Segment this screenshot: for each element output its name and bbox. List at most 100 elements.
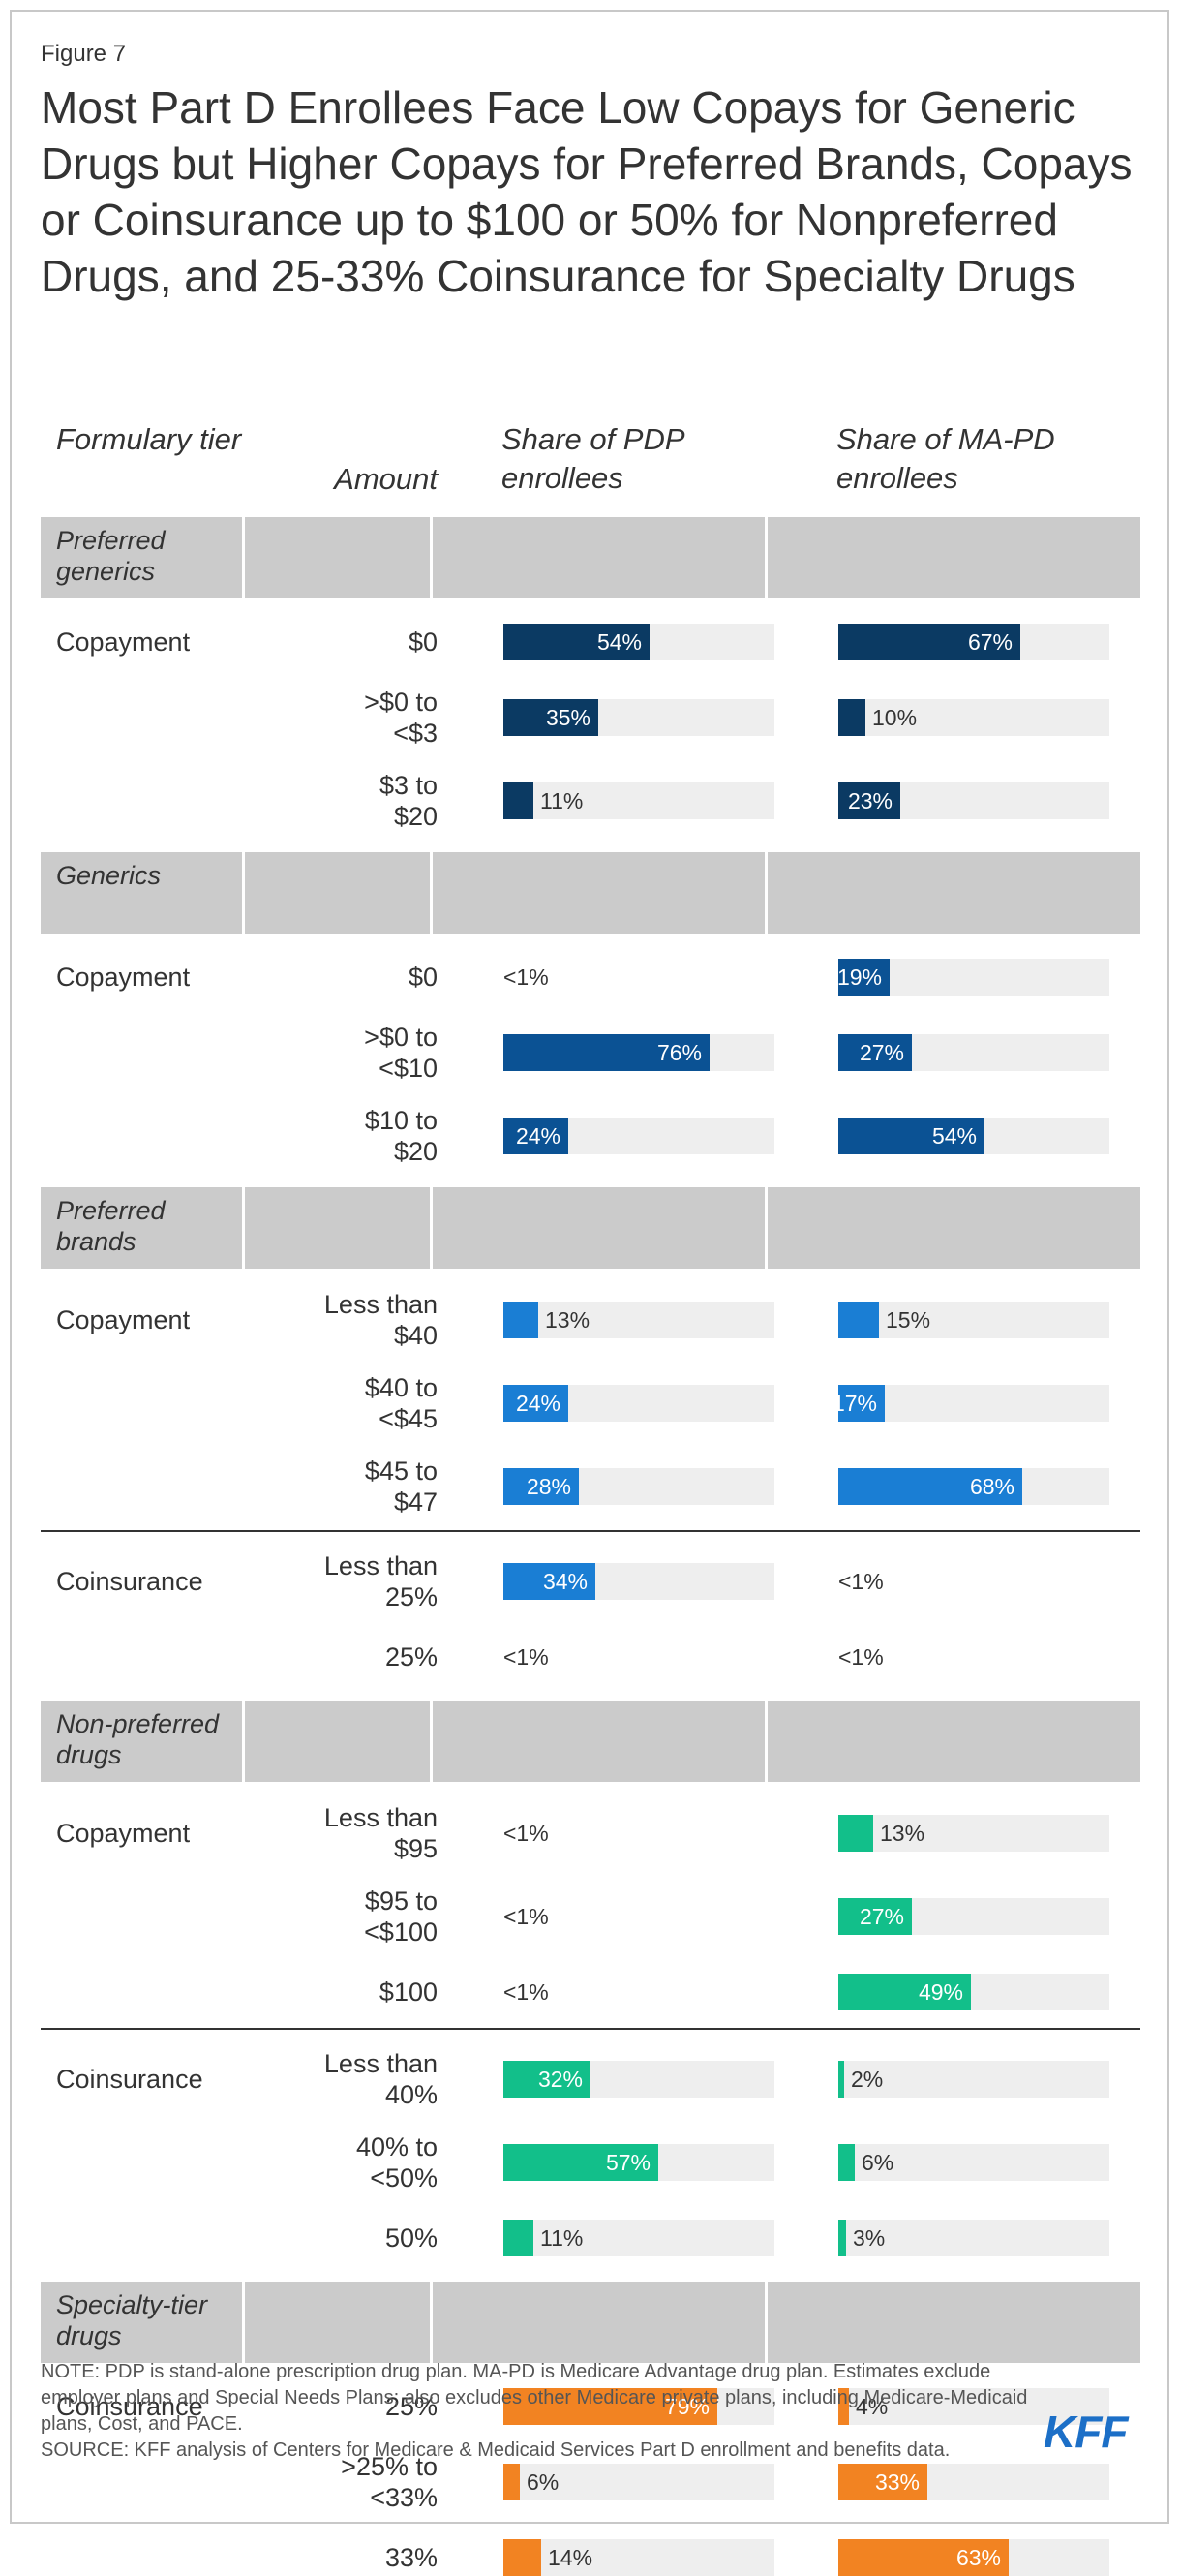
mapd-bar-track: 10% bbox=[838, 699, 1109, 736]
pdp-bar-track: 79% bbox=[503, 2388, 774, 2425]
mapd-bar bbox=[838, 1302, 879, 1338]
mapd-value-label: 27% bbox=[859, 1040, 904, 1065]
pdp-bar-track: 11% bbox=[503, 2220, 774, 2256]
amount-label: 25% bbox=[384, 2392, 438, 2421]
pdp-value-label: <1% bbox=[503, 1979, 549, 2005]
tier-band-specialty-tier-drugs bbox=[41, 2282, 1140, 2363]
mapd-bar bbox=[838, 1385, 885, 1422]
pdp-bar bbox=[503, 2388, 717, 2425]
source-text: SOURCE: KFF analysis of Centers for Medi… bbox=[41, 2439, 951, 2461]
amount-label: $3 to $20 bbox=[379, 771, 438, 831]
mapd-value-label: <1% bbox=[838, 1569, 884, 1594]
mapd-bar bbox=[838, 2464, 927, 2500]
mapd-value-label: 63% bbox=[955, 2545, 1001, 2570]
mapd-bar-track: 67% bbox=[838, 624, 1109, 660]
pdp-bar bbox=[503, 2144, 658, 2181]
pdp-value-label: 11% bbox=[540, 788, 584, 813]
mapd-bar bbox=[838, 1034, 912, 1071]
mapd-value-label: 23% bbox=[847, 788, 893, 813]
pdp-value-label: 76% bbox=[656, 1040, 702, 1065]
pdp-value-label: 28% bbox=[526, 1474, 571, 1499]
header-tier: Formulary tier bbox=[56, 422, 242, 456]
tier-label: Specialty-tier drugs bbox=[56, 2290, 208, 2350]
pdp-bar-track: 14% bbox=[503, 2539, 774, 2576]
mapd-bar-track: 27% bbox=[838, 1898, 1109, 1935]
amount-label: $0 bbox=[408, 963, 438, 992]
group-divider bbox=[41, 1530, 1140, 1532]
amount-label: >25% to <33% bbox=[341, 2452, 438, 2512]
mapd-value-label: 3% bbox=[853, 2225, 886, 2251]
amount-label: $95 to <$100 bbox=[364, 1886, 438, 1947]
pdp-bar bbox=[503, 699, 598, 736]
mapd-value-label: 49% bbox=[918, 1979, 963, 2005]
tier-label: Generics bbox=[56, 861, 162, 890]
mapd-value-label: 68% bbox=[969, 1474, 1014, 1499]
pdp-bar bbox=[503, 2061, 590, 2098]
pdp-value-label: 6% bbox=[527, 2469, 560, 2495]
amount-label: $40 to <$45 bbox=[364, 1373, 438, 1433]
pdp-bar bbox=[503, 2539, 541, 2576]
mapd-bar bbox=[838, 1118, 984, 1154]
tier-label: Preferred generics bbox=[56, 526, 166, 586]
header-mapd: Share of MA-PD enrollees bbox=[836, 422, 1055, 495]
header-amount: Amount bbox=[334, 462, 438, 496]
chart-title: Most Part D Enrollees Face Low Copays fo… bbox=[41, 82, 1133, 301]
tier-band-non-preferred-drugs bbox=[41, 1701, 1140, 1782]
band-separator bbox=[765, 2282, 768, 2363]
amount-label: >$0 to <$10 bbox=[364, 1023, 438, 1083]
pdp-bar-track: 13% bbox=[503, 1302, 774, 1338]
pdp-bar bbox=[503, 1563, 595, 1600]
pdp-bar-track: 24% bbox=[503, 1118, 774, 1154]
mapd-bar-track: 4% bbox=[838, 2388, 1109, 2425]
pdp-bar bbox=[503, 2464, 520, 2500]
tier-band-preferred-generics bbox=[41, 517, 1140, 598]
kff-logo: KFF bbox=[1044, 2407, 1128, 2457]
mapd-value-label: 13% bbox=[880, 1821, 925, 1846]
pdp-value-label: <1% bbox=[503, 965, 549, 990]
mapd-bar bbox=[838, 2061, 844, 2098]
mapd-bar-track: 3% bbox=[838, 2220, 1109, 2256]
mapd-bar bbox=[838, 624, 1020, 660]
mapd-bar-track: 27% bbox=[838, 1034, 1109, 1071]
amount-label: 33% bbox=[384, 2543, 438, 2572]
mapd-value-label: 19% bbox=[836, 965, 882, 990]
mapd-value-label: 54% bbox=[931, 1123, 977, 1149]
amount-label: $45 to $47 bbox=[364, 1457, 438, 1517]
pdp-bar bbox=[503, 2220, 533, 2256]
mapd-bar bbox=[838, 1974, 971, 2010]
mapd-bar-track: 33% bbox=[838, 2464, 1109, 2500]
mapd-bar-track: 2% bbox=[838, 2061, 1109, 2098]
pdp-bar-track: 11% bbox=[503, 782, 774, 819]
band-separator bbox=[430, 1187, 433, 1269]
mapd-value-label: 10% bbox=[872, 705, 918, 730]
pdp-bar bbox=[503, 1385, 568, 1422]
pdp-value-label: <1% bbox=[503, 1904, 549, 1929]
mapd-bar-track: 63% bbox=[838, 2539, 1109, 2576]
mapd-bar-track: 68% bbox=[838, 1468, 1109, 1505]
pdp-value-label: 35% bbox=[545, 705, 590, 730]
amount-label: $10 to $20 bbox=[364, 1106, 438, 1166]
benefit-type-label: Coinsurance bbox=[56, 2065, 203, 2094]
amount-label: 50% bbox=[384, 2223, 438, 2253]
pdp-value-label: 54% bbox=[596, 629, 642, 655]
mapd-bar-track: 49% bbox=[838, 1974, 1109, 2010]
pdp-value-label: 57% bbox=[605, 2150, 651, 2175]
pdp-value-label: 34% bbox=[542, 1569, 588, 1594]
pdp-bar-track: 32% bbox=[503, 2061, 774, 2098]
pdp-bar bbox=[503, 1034, 710, 1071]
band-separator bbox=[765, 852, 768, 934]
pdp-bar bbox=[503, 1468, 579, 1505]
tier-label: Preferred brands bbox=[56, 1196, 166, 1256]
pdp-value-label: 13% bbox=[545, 1307, 590, 1333]
amount-label: Less than 40% bbox=[323, 2049, 438, 2109]
mapd-bar-track: 13% bbox=[838, 1815, 1109, 1852]
amount-label: $0 bbox=[408, 628, 438, 657]
benefit-type-label: Coinsurance bbox=[56, 2392, 203, 2421]
pdp-value-label: 11% bbox=[540, 2225, 584, 2251]
benefit-type-label: Copayment bbox=[56, 963, 191, 992]
pdp-bar-track: 57% bbox=[503, 2144, 774, 2181]
pdp-value-label: 24% bbox=[515, 1123, 560, 1149]
band-separator bbox=[242, 1187, 245, 1269]
band-separator bbox=[242, 2282, 245, 2363]
benefit-type-label: Copayment bbox=[56, 1305, 191, 1334]
